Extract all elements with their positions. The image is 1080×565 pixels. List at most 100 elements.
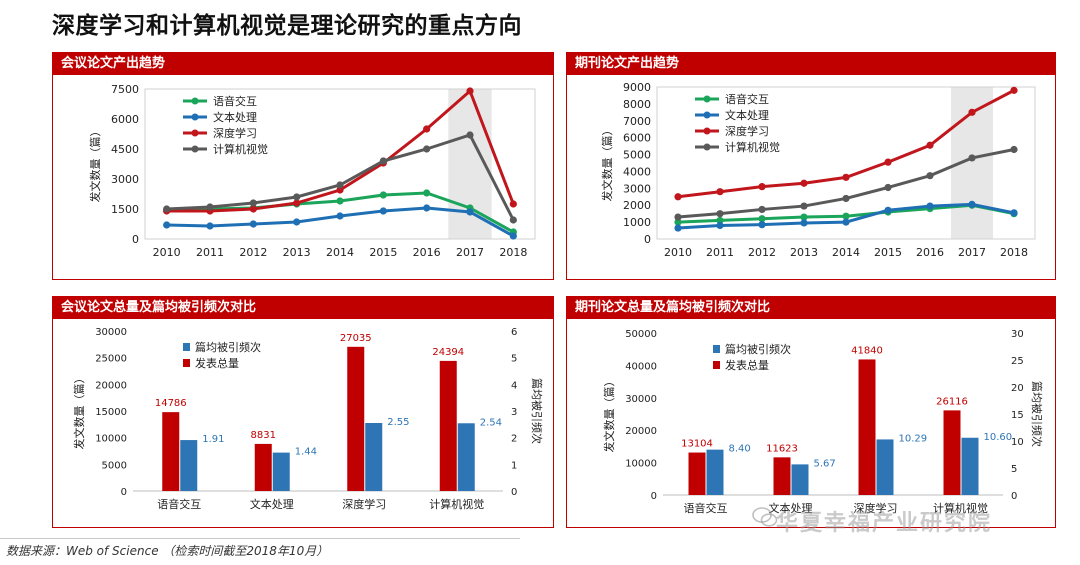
y-axis-title: 发文数量（篇） [72,373,86,450]
data-point [509,200,517,208]
bar-total-label: 14786 [155,398,187,409]
bar-total [773,457,791,495]
legend-label: 语音交互 [213,94,257,108]
data-point [249,220,257,228]
y2-tick-label: 5 [511,354,517,365]
bar-citation [876,439,894,495]
data-point [423,189,431,197]
bar-citation [180,440,198,491]
data-point [800,179,808,187]
bar-total-label: 26116 [936,396,968,407]
data-point [716,210,724,218]
y-tick-label: 8000 [623,98,651,111]
data-point [842,173,850,181]
wechat-icon [752,507,778,527]
y2-axis-title: 篇均被引频次 [1030,381,1044,447]
category-label: 语音交互 [157,497,201,511]
y-tick-label: 0 [644,233,651,246]
y-tick-label: 2000 [623,199,651,212]
bar-citation [272,452,290,491]
y-tick-label: 7000 [623,115,651,128]
y-tick-label: 10000 [625,459,657,470]
bar-citation [457,423,475,491]
x-tick-label: 2010 [153,246,181,259]
bar-total-label: 13104 [681,439,713,450]
y-tick-label: 9000 [623,81,651,94]
legend-label: 深度学习 [725,124,769,138]
conference-totals-title: 会议论文总量及篇均被引频次对比 [53,297,553,319]
data-point [293,218,301,226]
data-point [163,205,171,213]
data-point [466,131,474,139]
y-tick-label: 20000 [625,426,657,437]
legend-swatch [183,359,190,367]
data-point [926,202,934,210]
data-point [800,202,808,210]
bar-total [254,443,272,491]
legend-marker [703,143,711,151]
data-point [926,141,934,149]
data-point [336,197,344,205]
y2-tick-label: 0 [1011,491,1017,502]
data-point [509,232,517,240]
bar-citation-label: 1.44 [295,447,317,458]
data-point [674,218,682,226]
legend-label: 计算机视觉 [213,142,268,156]
data-point [758,205,766,214]
journal-trend-title: 期刊论文产出趋势 [567,53,1055,75]
data-point [758,183,766,191]
y-tick-label: 15000 [95,407,127,418]
conference-trend-chart: 0 1500 3000 4500 6000 7500 2010 2011 2012 2013 201… [88,83,536,259]
legend-swatch [713,361,720,369]
y2-tick-label: 5 [1011,464,1017,475]
data-point [842,194,850,203]
category-label: 计算机视觉 [933,501,988,515]
category-label: 文本处理 [250,497,294,511]
y-tick-label: 5000 [623,149,651,162]
data-point [1010,145,1018,154]
conference-totals-chart: 0 5000 10000 15000 20000 25000 30000 0 1 2 3 4 5 6 发文数… [72,327,544,511]
y2-tick-label: 3 [511,407,517,418]
bar-total [943,410,961,495]
y-tick-label: 4000 [623,165,651,178]
data-point [800,213,808,221]
data-point [509,216,517,224]
bar-total-label: 11623 [766,443,798,454]
data-point [293,199,301,207]
y-axis-title: 发文数量（篇） [600,125,614,202]
y2-tick-label: 4 [511,380,517,391]
bar-total-label: 41840 [851,345,883,356]
x-tick-label: 2014 [832,246,860,259]
y-tick-label: 3000 [623,182,651,195]
x-tick-label: 2013 [283,246,311,259]
bar-citation-label: 2.55 [387,417,409,428]
source-divider [0,538,520,539]
conference-trend-title: 会议论文产出趋势 [53,53,553,75]
y-tick-label: 25000 [95,354,127,365]
x-tick-label: 2013 [790,246,818,259]
legend-marker [703,95,711,103]
x-tick-label: 2012 [239,246,267,259]
category-label: 深度学习 [342,497,386,511]
data-point [716,216,724,225]
y-tick-label: 50000 [625,329,657,340]
plot-frame [144,88,536,240]
legend-swatch [713,345,720,353]
journal-totals-chart: 0 10000 20000 30000 40000 50000 0 5 10 15 20 25 30 发文… [602,329,1044,515]
data-point [1010,86,1018,94]
x-tick-label: 2015 [874,246,902,259]
y2-tick-label: 0 [511,487,517,498]
y-tick-label: 5000 [102,460,127,471]
bar-total [439,360,457,491]
x-tick-label: 2011 [706,246,734,259]
data-point [423,204,431,212]
legend-marker [703,111,711,119]
data-point [249,199,257,207]
y2-tick-label: 30 [1011,329,1024,340]
data-point [466,208,474,216]
data-point [968,200,976,208]
data-point [336,181,344,189]
x-tick-label: 2016 [916,246,944,259]
bar-citation-label: 8.40 [729,444,751,455]
data-point [968,154,976,162]
